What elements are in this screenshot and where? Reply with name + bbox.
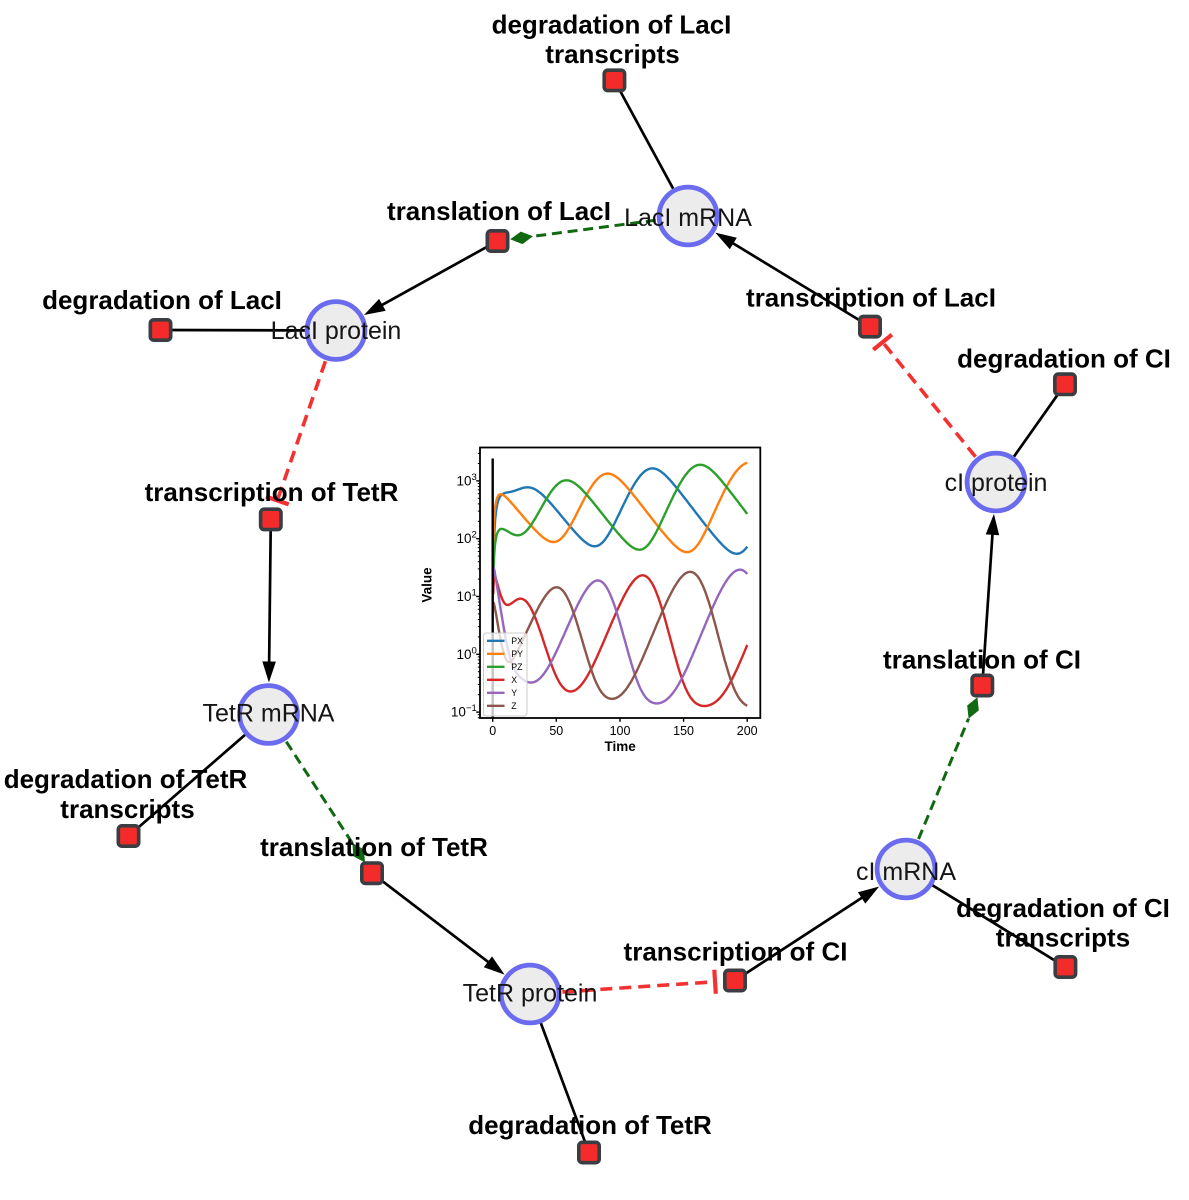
svg-text:transcription of LacI: transcription of LacI: [746, 282, 996, 312]
svg-text:Value: Value: [420, 567, 435, 603]
svg-text:X: X: [511, 675, 517, 685]
svg-text:100: 100: [610, 724, 631, 738]
svg-text:translation of TetR: translation of TetR: [260, 832, 488, 862]
svg-text:TetR mRNA: TetR mRNA: [203, 700, 335, 728]
svg-text:degradation of CI: degradation of CI: [957, 344, 1171, 374]
svg-text:translation of CI: translation of CI: [883, 645, 1081, 675]
svg-text:TetR protein: TetR protein: [463, 980, 598, 1008]
svg-text:LacI mRNA: LacI mRNA: [624, 204, 752, 232]
svg-text:Z: Z: [511, 701, 517, 711]
svg-text:LacI protein: LacI protein: [271, 317, 402, 345]
svg-text:PZ: PZ: [511, 662, 523, 672]
svg-text:PX: PX: [511, 636, 523, 646]
svg-text:PY: PY: [511, 649, 523, 659]
svg-text:50: 50: [549, 724, 563, 738]
svg-text:Y: Y: [511, 688, 517, 698]
svg-text:degradation of TetR: degradation of TetR: [468, 1110, 712, 1140]
svg-text:degradation of CI: degradation of CI: [956, 893, 1170, 923]
svg-text:translation of LacI: translation of LacI: [387, 196, 611, 226]
svg-text:transcripts: transcripts: [545, 39, 679, 69]
svg-text:transcription of TetR: transcription of TetR: [145, 477, 399, 507]
svg-text:cI protein: cI protein: [945, 469, 1048, 497]
svg-text:degradation of TetR: degradation of TetR: [4, 764, 248, 794]
svg-text:degradation of LacI: degradation of LacI: [492, 10, 732, 40]
svg-text:0: 0: [489, 724, 496, 738]
svg-text:150: 150: [673, 724, 694, 738]
svg-text:degradation of LacI: degradation of LacI: [42, 285, 282, 315]
svg-text:Time: Time: [604, 739, 636, 754]
svg-text:cI mRNA: cI mRNA: [856, 858, 956, 886]
svg-text:transcription of CI: transcription of CI: [624, 937, 848, 967]
svg-text:200: 200: [737, 724, 758, 738]
svg-text:transcripts: transcripts: [60, 794, 194, 824]
svg-text:transcripts: transcripts: [996, 923, 1130, 953]
